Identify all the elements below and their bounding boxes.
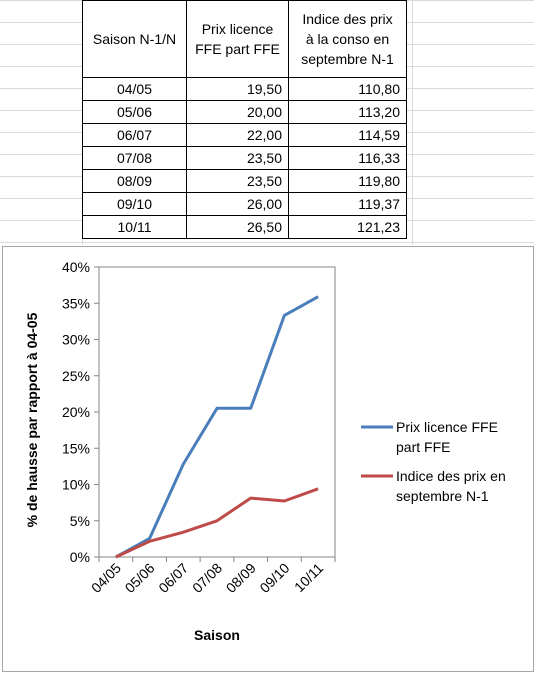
header-season: Saison N-1/N bbox=[82, 0, 187, 78]
cell-season: 05/06 bbox=[82, 100, 187, 124]
x-tick-label: 06/07 bbox=[155, 560, 191, 596]
legend-label: septembre N-1 bbox=[396, 488, 489, 504]
header-line: septembre N-1 bbox=[301, 51, 394, 67]
cell-season: 08/09 bbox=[82, 169, 187, 193]
cell-licence-price: 23,50 bbox=[186, 146, 289, 170]
x-axis-title: Saison bbox=[194, 627, 240, 643]
cell-licence-price: 26,50 bbox=[186, 215, 289, 239]
cell-season: 07/08 bbox=[82, 146, 187, 170]
x-tick-label: 09/10 bbox=[256, 560, 292, 596]
cell-season: 10/11 bbox=[82, 215, 187, 239]
table-row: 04/05 19,50 110,80 bbox=[82, 77, 407, 101]
cell-licence-price: 23,50 bbox=[186, 169, 289, 193]
data-table: Saison N-1/N Prix licence FFE part FFE In… bbox=[82, 0, 407, 239]
table-row: 07/08 23,50 116,33 bbox=[82, 146, 407, 170]
plot-area bbox=[98, 266, 336, 558]
cell-season: 04/05 bbox=[82, 77, 187, 101]
chart-container[interactable]: 0% 5% 10% 15% 20% 25% 30% 35% 40% 04/05 05/06 06/07… bbox=[2, 246, 534, 672]
x-tick-label: 04/05 bbox=[88, 560, 124, 596]
cell-licence-price: 20,00 bbox=[186, 100, 289, 124]
header-price-index: Indice des prix à la conso en septembre N-… bbox=[288, 0, 407, 78]
y-tick-label: 20% bbox=[62, 404, 90, 420]
x-tick-label: 10/11 bbox=[291, 560, 327, 596]
cell-price-index: 113,20 bbox=[288, 100, 407, 124]
x-tick-label: 08/09 bbox=[223, 560, 259, 596]
y-tick-label: 35% bbox=[62, 295, 90, 311]
series-line-price-index bbox=[115, 487, 319, 559]
legend-label: Prix licence FFE bbox=[396, 419, 498, 435]
cell-price-index: 116,33 bbox=[288, 146, 407, 170]
y-tick-label: 40% bbox=[62, 259, 90, 275]
header-line: à la conso en bbox=[305, 31, 390, 47]
legend-label: part FFE bbox=[396, 439, 450, 455]
cell-licence-price: 22,00 bbox=[186, 123, 289, 147]
series-line-licence-price bbox=[115, 295, 319, 559]
table-row: 05/06 20,00 113,20 bbox=[82, 100, 407, 124]
line-chart: 0% 5% 10% 15% 20% 25% 30% 35% 40% 04/0505/0606/07… bbox=[24, 259, 506, 643]
y-tick-label: 15% bbox=[62, 440, 90, 456]
y-axis-title: % de hausse par rapport à 04-05 bbox=[24, 312, 40, 527]
y-tick-label: 25% bbox=[62, 368, 90, 384]
header-line: Prix licence bbox=[201, 21, 274, 37]
cell-price-index: 119,37 bbox=[288, 192, 407, 216]
y-tick-label: 5% bbox=[70, 513, 90, 529]
cell-price-index: 119,80 bbox=[288, 169, 407, 193]
table-row: 06/07 22,00 114,59 bbox=[82, 123, 407, 147]
table-row: 08/09 23,50 119,80 bbox=[82, 169, 407, 193]
table-row: 10/11 26,50 121,23 bbox=[82, 215, 407, 239]
y-tick-label: 10% bbox=[62, 477, 90, 493]
table-row: 09/10 26,00 119,37 bbox=[82, 192, 407, 216]
header-line: Indice des prix bbox=[302, 11, 393, 27]
cell-licence-price: 26,00 bbox=[186, 192, 289, 216]
cell-season: 09/10 bbox=[82, 192, 187, 216]
cell-price-index: 114,59 bbox=[288, 123, 407, 147]
header-licence-price: Prix licence FFE part FFE bbox=[186, 0, 289, 78]
table-header-row: Saison N-1/N Prix licence FFE part FFE In… bbox=[82, 0, 407, 78]
legend-label: Indice des prix en bbox=[396, 468, 506, 484]
y-tick-label: 0% bbox=[70, 549, 90, 565]
y-tick-label: 30% bbox=[62, 332, 90, 348]
cell-licence-price: 19,50 bbox=[186, 77, 289, 101]
header-line: Saison N-1/N bbox=[92, 31, 177, 47]
cell-price-index: 110,80 bbox=[288, 77, 407, 101]
cell-price-index: 121,23 bbox=[288, 215, 407, 239]
header-line: FFE part FFE bbox=[195, 41, 280, 57]
x-tick-label: 07/08 bbox=[189, 560, 225, 596]
x-tick-label: 05/06 bbox=[122, 560, 158, 596]
cell-season: 06/07 bbox=[82, 123, 187, 147]
